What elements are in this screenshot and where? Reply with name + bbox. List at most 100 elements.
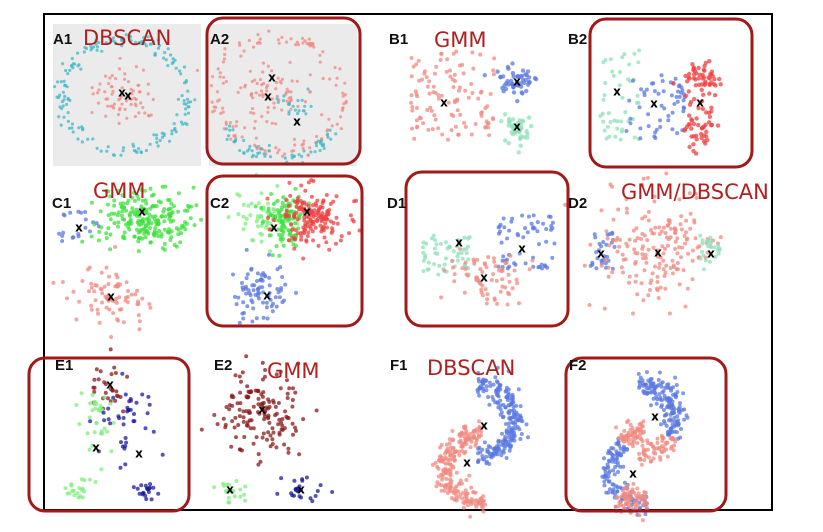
data-point — [279, 224, 284, 229]
data-point — [104, 305, 109, 310]
panel-label-d2: D2 — [568, 195, 587, 212]
data-point — [100, 291, 105, 296]
cluster-center-marker: x — [597, 247, 605, 261]
data-point — [301, 417, 306, 422]
data-point — [238, 43, 242, 47]
data-point — [166, 213, 171, 217]
data-point — [488, 384, 493, 388]
data-point — [489, 278, 494, 283]
data-point — [117, 98, 121, 102]
data-point — [515, 281, 520, 286]
data-point — [514, 410, 519, 415]
data-point — [484, 454, 489, 459]
data-point — [452, 454, 457, 459]
data-point — [265, 120, 269, 124]
data-point — [435, 480, 440, 485]
data-point — [110, 388, 115, 393]
data-point — [666, 118, 671, 123]
data-point — [642, 268, 647, 273]
data-point — [133, 292, 138, 297]
data-point — [687, 144, 692, 150]
data-point — [665, 454, 670, 459]
data-point — [215, 422, 220, 427]
data-point — [624, 129, 629, 133]
data-point — [329, 137, 333, 141]
data-point — [703, 141, 708, 146]
data-point — [328, 77, 332, 81]
data-point — [58, 93, 62, 97]
data-point — [693, 191, 698, 196]
data-point — [660, 439, 665, 443]
data-point — [602, 483, 607, 488]
data-point — [103, 390, 108, 395]
data-point — [699, 125, 705, 131]
data-point — [693, 236, 698, 241]
data-point — [199, 427, 204, 432]
data-point — [443, 256, 448, 261]
data-point — [712, 245, 717, 250]
data-point — [259, 147, 263, 151]
data-point — [550, 220, 555, 225]
cluster-center-marker: x — [303, 205, 311, 219]
data-point — [223, 47, 227, 51]
data-point — [676, 418, 681, 423]
data-point — [308, 224, 313, 228]
data-point — [125, 300, 130, 305]
data-point — [276, 76, 280, 80]
data-point — [256, 396, 261, 401]
data-point — [482, 440, 487, 445]
data-point — [79, 488, 84, 492]
data-point — [255, 41, 260, 46]
data-point — [331, 199, 336, 204]
data-point — [616, 470, 621, 474]
data-point — [624, 197, 629, 202]
data-point — [500, 85, 505, 91]
data-point — [133, 114, 137, 119]
data-point — [313, 225, 318, 230]
data-point — [160, 214, 164, 218]
data-point — [79, 477, 84, 482]
data-point — [316, 139, 320, 143]
data-point — [67, 126, 71, 130]
data-point — [653, 130, 658, 135]
data-point — [134, 207, 139, 212]
data-point — [266, 397, 271, 402]
data-point — [108, 401, 113, 406]
data-point — [641, 389, 646, 394]
data-point — [251, 288, 256, 293]
data-point — [606, 458, 611, 463]
data-point — [677, 94, 682, 99]
data-point — [310, 203, 315, 208]
data-point — [176, 191, 181, 196]
data-point — [80, 279, 85, 283]
data-point — [275, 151, 280, 155]
data-point — [241, 227, 246, 232]
data-point — [122, 146, 126, 150]
data-point — [224, 405, 229, 409]
data-point — [454, 470, 459, 475]
data-point — [476, 501, 481, 506]
data-point — [68, 98, 72, 103]
data-point — [466, 257, 471, 262]
data-point — [98, 369, 103, 374]
data-point — [229, 444, 234, 449]
data-point — [627, 62, 632, 67]
data-point — [474, 278, 479, 283]
data-point — [642, 90, 647, 95]
data-point — [267, 275, 272, 280]
data-point — [682, 417, 687, 422]
data-point — [224, 488, 229, 493]
data-point — [117, 67, 122, 71]
cluster-center-marker: x — [268, 71, 276, 85]
data-point — [248, 293, 253, 298]
data-point — [235, 120, 239, 124]
data-point — [259, 223, 264, 228]
data-point — [690, 258, 695, 263]
data-point — [255, 216, 260, 221]
data-point — [695, 245, 700, 250]
data-point — [506, 82, 511, 87]
data-point — [264, 93, 268, 97]
data-point — [115, 317, 120, 322]
data-point — [178, 240, 183, 245]
data-point — [104, 265, 109, 270]
